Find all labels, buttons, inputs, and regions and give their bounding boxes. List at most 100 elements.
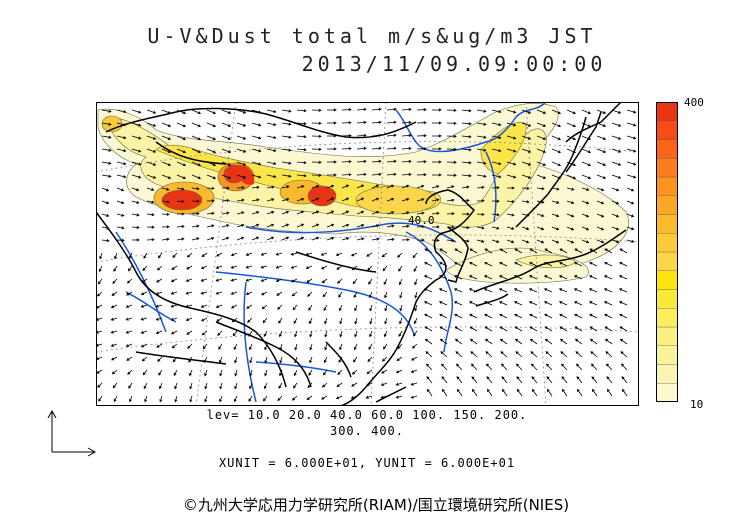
- wind-arrow: [170, 278, 178, 283]
- wind-arrow: [129, 395, 133, 403]
- wind-arrow: [367, 265, 373, 271]
- wind-arrow: [581, 200, 590, 205]
- wind-arrow: [189, 369, 193, 377]
- wind-arrow: [351, 382, 358, 387]
- wind-arrow: [245, 291, 253, 296]
- wind-arrow: [384, 317, 388, 325]
- wind-arrow: [606, 376, 613, 384]
- wind-arrow: [101, 161, 112, 165]
- wind-arrow: [559, 248, 568, 254]
- wind-arrow: [468, 301, 478, 306]
- wind-arrow: [431, 225, 440, 229]
- wind-arrow: [501, 388, 508, 397]
- wind-arrow: [157, 252, 163, 259]
- wind-arrow: [281, 210, 290, 215]
- legend-cell: [656, 214, 678, 234]
- wind-arrow: [431, 134, 442, 138]
- wind-arrow: [156, 343, 163, 348]
- wind-arrow: [431, 185, 440, 189]
- wind-arrow: [476, 226, 485, 230]
- wind-arrow: [588, 275, 598, 280]
- wind-arrow: [131, 161, 142, 166]
- legend-cell: [656, 158, 678, 178]
- wind-arrow: [529, 338, 538, 345]
- wind-arrow: [191, 224, 200, 228]
- wind-arrow: [296, 185, 305, 189]
- wind-arrow: [215, 265, 223, 269]
- wind-arrow: [116, 187, 125, 192]
- wind-arrow: [603, 275, 613, 280]
- wind-arrow: [251, 185, 260, 189]
- wind-arrow: [172, 356, 178, 363]
- wind-arrow: [356, 237, 365, 241]
- wind-arrow: [446, 198, 455, 202]
- wind-arrow: [96, 369, 103, 374]
- wind-arrow: [461, 212, 470, 216]
- wind-arrow: [326, 210, 335, 215]
- wind-arrow: [264, 343, 268, 351]
- wind-arrow: [611, 174, 622, 179]
- wind-arrow: [551, 135, 562, 141]
- wind-arrow: [395, 382, 403, 386]
- wind-arrow: [411, 343, 418, 349]
- wind-arrow: [484, 313, 493, 319]
- wind-arrow: [341, 108, 352, 112]
- wind-arrow: [159, 382, 163, 390]
- wind-arrow: [401, 146, 412, 150]
- wind-arrow: [296, 109, 307, 113]
- wind-arrow: [528, 275, 538, 280]
- wind-arrow: [386, 211, 395, 215]
- wind-arrow: [176, 148, 187, 154]
- wind-arrow: [266, 210, 275, 215]
- legend-cell: [656, 364, 678, 384]
- wind-arrow: [513, 301, 523, 306]
- wind-arrow: [513, 288, 523, 293]
- wind-arrow: [146, 225, 155, 229]
- wind-arrow: [191, 199, 200, 203]
- wind-arrow: [499, 261, 508, 267]
- wind-arrow: [144, 395, 148, 403]
- legend-cell: [656, 176, 678, 196]
- wind-arrow: [206, 174, 217, 180]
- wind-arrow: [230, 265, 238, 269]
- wind-arrow: [341, 134, 352, 138]
- wind-arrow: [96, 304, 103, 309]
- wind-arrow: [521, 135, 532, 140]
- wind-arrow: [498, 301, 508, 306]
- wind-arrow: [146, 109, 157, 114]
- wind-arrow: [498, 288, 508, 293]
- wind-arrow: [371, 197, 380, 202]
- vector-units: XUNIT = 6.000E+01, YUNIT = 6.000E+01: [218, 456, 516, 470]
- wind-arrow: [413, 330, 418, 337]
- wind-arrow: [544, 313, 553, 319]
- wind-arrow: [620, 351, 628, 358]
- wind-arrow: [461, 226, 470, 230]
- wind-arrow: [354, 317, 358, 325]
- wind-arrow: [491, 239, 500, 243]
- wind-arrow: [399, 317, 403, 325]
- wind-arrow: [101, 213, 110, 217]
- wind-arrow: [248, 330, 253, 337]
- wind-arrow: [146, 148, 157, 153]
- wind-arrow: [353, 291, 358, 299]
- wind-arrow: [461, 161, 472, 165]
- wind-arrow: [371, 159, 382, 163]
- wind-arrow: [529, 261, 538, 267]
- legend-cell: [656, 308, 678, 328]
- wind-arrow: [596, 226, 605, 231]
- wind-arrow: [566, 239, 575, 244]
- wind-arrow: [461, 109, 472, 113]
- wind-arrow: [386, 237, 395, 241]
- wind-arrow: [236, 211, 245, 215]
- wind-arrow: [618, 301, 628, 306]
- wind-arrow: [611, 161, 622, 166]
- wind-arrow: [305, 252, 313, 256]
- wind-arrow: [424, 313, 433, 319]
- wind-arrow: [146, 122, 157, 127]
- wind-arrow: [626, 122, 637, 127]
- wind-arrow: [251, 148, 262, 153]
- wind-arrow: [484, 261, 493, 267]
- wind-arrow: [500, 351, 508, 358]
- wind-arrow: [596, 122, 607, 127]
- wind-arrow: [356, 224, 365, 228]
